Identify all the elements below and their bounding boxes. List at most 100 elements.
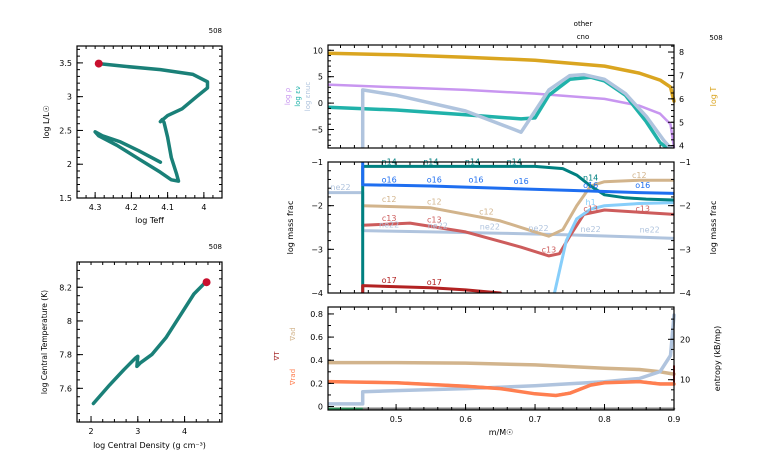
series-line-c12: [361, 178, 674, 238]
x-tick-label: 4.3: [89, 203, 102, 212]
y-tick-label: −3: [311, 245, 323, 254]
hr-track-line: [93, 61, 210, 183]
series-line-log-eps_nuc: [360, 72, 673, 148]
x-axis-label: log Teff: [135, 216, 164, 225]
y-tick-label: 7.6: [59, 384, 72, 393]
y-tick-label: −5: [311, 126, 323, 135]
gradients-entropy-panel: 0.5 0.6 0.7 0.8 0.9 0 0.2 0.4 0.6 0.8 10 20 m/M☉ ∇ad ∇…: [273, 306, 722, 437]
series-label-c13: c13: [542, 245, 557, 254]
y-tick-label: 2: [67, 160, 72, 169]
mid-lines-layer: [328, 162, 674, 293]
series-line-o17: [361, 284, 502, 293]
series-line-log-eps_nu: [328, 75, 669, 148]
y-tick-label: 8: [67, 317, 72, 326]
title-line-cno: cno: [577, 33, 590, 41]
title-line-other: other: [574, 20, 593, 28]
series-line-log-rho: [328, 83, 676, 148]
y2-tick-label: 10: [680, 376, 690, 385]
x-tick-label: 4.1: [161, 203, 174, 212]
bottom-lines-layer: [328, 313, 676, 410]
series-label-ne22: ne22: [428, 221, 448, 230]
y-axis-label: log mass frac: [286, 201, 295, 255]
y-tick-label: 10: [313, 46, 323, 55]
x-tick-label: 0.7: [529, 415, 542, 424]
y-tick-label: −2: [311, 202, 323, 211]
y-tick-label: 1.5: [59, 194, 72, 203]
model-number-label: 508: [209, 27, 222, 35]
x-tick-label: 3: [135, 427, 140, 436]
y-tick-label: 0.6: [310, 333, 323, 342]
series-label-o16: o16: [468, 176, 483, 185]
series-label-ne22: ne22: [640, 226, 660, 235]
series-label-ne22: ne22: [581, 225, 601, 234]
left-axis-label: ∇rad: [289, 369, 297, 386]
y-tick-label: 0: [318, 99, 323, 108]
bottom-plot-frame: [327, 306, 675, 411]
x-tick-label: 2: [88, 427, 93, 436]
series-label-ne22: ne22: [480, 223, 500, 232]
series-line-n14: [361, 164, 674, 293]
mid-plot-frame: [327, 161, 675, 294]
current-model-marker: [94, 59, 103, 68]
series-label-ne22: ne22: [379, 221, 399, 230]
y-tick-label: 0: [318, 403, 323, 412]
x-tick-label: 4: [182, 427, 187, 436]
right-axis-label: log T: [709, 87, 718, 107]
top-plot-frame: [327, 44, 675, 149]
central-track-line: [91, 280, 208, 406]
right-axis-label: entropy (kB/mp): [713, 326, 722, 391]
series-label-c13: c13: [427, 215, 442, 224]
series-line-ne22: [328, 191, 674, 240]
y-tick-label: 3.5: [59, 59, 72, 68]
left-axis-label: ∇T: [273, 351, 281, 362]
series-line-grad_ad: [328, 360, 676, 376]
left-axis-label: ∇ad: [289, 327, 297, 341]
y2-tick-label: −4: [679, 289, 691, 298]
y2-axis-label: log mass frac: [709, 201, 718, 255]
y-tick-label: −4: [311, 289, 323, 298]
series-label-o16: o16: [635, 181, 650, 190]
y-tick-label: 0.8: [310, 310, 323, 319]
y-tick-label: −1: [311, 158, 323, 167]
x-tick-label: 4.2: [125, 203, 138, 212]
x-tick-label: 4: [201, 203, 206, 212]
series-line-c13: [361, 208, 674, 258]
y-tick-label: 7.8: [59, 351, 72, 360]
y2-tick-label: 5: [679, 118, 684, 127]
y2-tick-label: −3: [679, 245, 691, 254]
y2-tick-label: 8: [679, 48, 684, 57]
series-label-c12: c12: [382, 195, 397, 204]
hr-diagram-panel: 4.3 4.2 4.1 4 1.5 2 2.5 3 3.5 log Teff log L/L☉ 508: [42, 27, 223, 225]
series-label-c13: c13: [382, 214, 397, 223]
y-tick-label: 0.2: [310, 379, 323, 388]
y2-tick-label: −1: [679, 158, 691, 167]
y-tick-label: 0.4: [310, 356, 323, 365]
y-axis-label: log Central Temperature (K): [40, 290, 49, 394]
series-label-o17: o17: [382, 276, 397, 285]
series-label-ne22: ne22: [330, 183, 350, 192]
top-lines-layer: [328, 51, 676, 148]
series-line-grad_rad: [328, 379, 676, 398]
series-label-o16: o16: [514, 177, 529, 186]
series-label-c13: c13: [583, 204, 598, 213]
series-label-o16: o16: [583, 181, 598, 190]
model-number-label: 508: [209, 243, 222, 251]
x-tick-label: 0.8: [598, 415, 611, 424]
y-tick-label: 2.5: [59, 126, 72, 135]
x-tick-label: 0.5: [390, 415, 403, 424]
y-axis-label: log L/L☉: [42, 105, 51, 139]
series-label-c12: c12: [479, 207, 494, 216]
series-label-o16: o16: [382, 176, 397, 185]
y2-tick-label: 6: [679, 95, 684, 104]
y-tick-label: 3: [67, 93, 72, 102]
series-line-entropy: [328, 313, 676, 406]
central-density-temperature-panel: 2 3 4 7.6 7.8 8 8.2 log Central Density (g cm⁻³…: [40, 243, 223, 450]
x-tick-label: 0.9: [668, 415, 681, 424]
profile-top-panel: −5 0 5 10 4 5 6 7 8 log ρ log εν log εnuc log T other…: [284, 20, 723, 151]
y2-tick-label: −2: [679, 202, 691, 211]
series-line-log-T: [328, 51, 676, 103]
series-label-n14: n14: [583, 173, 598, 182]
y-tick-label: 8.2: [59, 283, 72, 292]
